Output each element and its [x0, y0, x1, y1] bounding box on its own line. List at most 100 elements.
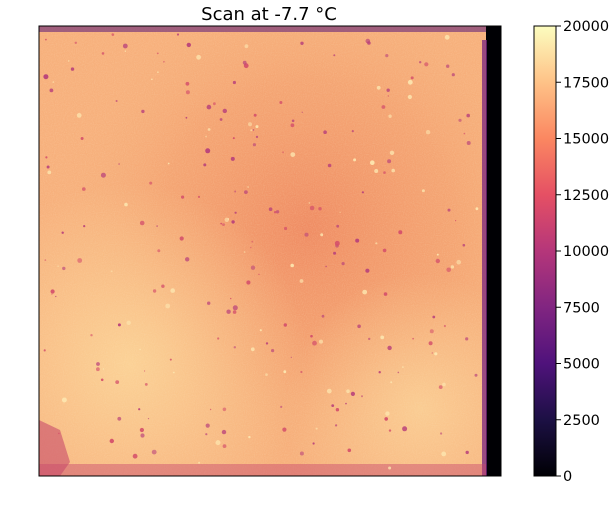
- speckle: [381, 105, 386, 109]
- speckle: [438, 385, 443, 389]
- speckle: [224, 217, 229, 222]
- speckle: [100, 378, 104, 382]
- speckle: [242, 60, 247, 65]
- speckle: [110, 270, 113, 273]
- speckle: [163, 60, 165, 63]
- speckle: [388, 466, 392, 470]
- speckle: [144, 370, 146, 372]
- speckle: [196, 54, 202, 60]
- heatmap-dark-border-right: [486, 26, 501, 476]
- speckle: [368, 337, 371, 341]
- speckle: [141, 109, 145, 114]
- speckle: [124, 202, 128, 207]
- heatmap-edge-purple-right: [482, 40, 487, 476]
- speckle: [376, 85, 381, 90]
- speckle: [407, 94, 412, 100]
- speckle: [77, 258, 83, 263]
- speckle: [252, 129, 255, 131]
- speckle: [247, 186, 249, 188]
- speckle: [382, 248, 387, 253]
- speckle: [341, 262, 345, 266]
- speckle: [185, 257, 190, 262]
- speckle: [157, 249, 161, 253]
- colorbar-tick-label: 10000: [563, 244, 609, 260]
- speckle: [475, 207, 479, 211]
- speckle: [284, 226, 288, 231]
- speckle: [198, 461, 201, 464]
- speckle: [45, 156, 48, 159]
- speckle: [440, 432, 443, 435]
- speckle: [308, 202, 311, 204]
- colorbar-tick-label: 7500: [563, 300, 600, 316]
- speckle: [151, 449, 157, 455]
- speckle: [385, 411, 390, 416]
- speckle: [58, 432, 60, 435]
- speckle: [362, 289, 368, 295]
- speckle: [82, 187, 86, 191]
- speckle: [74, 41, 78, 44]
- speckle: [350, 391, 355, 396]
- speckle: [450, 265, 455, 269]
- speckle: [455, 220, 457, 222]
- speckle: [268, 207, 273, 211]
- speckle: [265, 373, 268, 376]
- speckle: [226, 309, 231, 314]
- speckle: [157, 71, 159, 74]
- speckle: [387, 159, 392, 164]
- speckle: [431, 352, 433, 354]
- speckle: [347, 448, 352, 453]
- speckle: [283, 323, 287, 327]
- speckle: [62, 266, 66, 271]
- speckle: [102, 368, 105, 370]
- speckle: [49, 88, 54, 93]
- speckle: [109, 438, 115, 444]
- speckle: [185, 90, 190, 95]
- speckle: [380, 335, 385, 340]
- speckle: [443, 324, 446, 328]
- speckle: [50, 289, 55, 294]
- speckle: [345, 402, 347, 405]
- speckle: [250, 347, 255, 352]
- speckle: [429, 329, 434, 334]
- speckle: [165, 303, 171, 309]
- speckle: [244, 44, 249, 49]
- speckle: [258, 273, 260, 275]
- speckle: [333, 251, 337, 255]
- speckle: [139, 348, 141, 351]
- speckle: [207, 301, 211, 305]
- speckle: [197, 195, 201, 198]
- speckle: [122, 43, 128, 49]
- speckle: [353, 158, 357, 162]
- speckle: [61, 397, 67, 403]
- speckle: [351, 130, 354, 133]
- speckle: [335, 424, 338, 427]
- speckle: [401, 366, 404, 369]
- speckle: [100, 172, 106, 178]
- speckle: [147, 418, 150, 420]
- speckle: [83, 225, 86, 228]
- speckle: [333, 54, 336, 57]
- speckle: [280, 405, 283, 408]
- speckle: [255, 135, 259, 139]
- speckle: [315, 427, 318, 430]
- speckle: [170, 288, 175, 293]
- speckle: [186, 42, 191, 48]
- speckle: [222, 444, 227, 448]
- speckle: [215, 440, 221, 446]
- speckle: [378, 371, 381, 374]
- speckle: [331, 404, 335, 407]
- speckle: [67, 60, 70, 62]
- speckle: [115, 100, 118, 102]
- speckle: [290, 263, 295, 268]
- speckle: [222, 108, 227, 114]
- speckle: [451, 73, 455, 77]
- colorbar-gradient: [533, 25, 557, 477]
- speckle: [185, 116, 188, 119]
- speckle: [243, 251, 246, 253]
- speckle: [309, 205, 315, 211]
- speckle: [446, 267, 452, 273]
- speckle: [402, 426, 408, 432]
- speckle: [310, 334, 313, 338]
- speckle: [299, 279, 304, 283]
